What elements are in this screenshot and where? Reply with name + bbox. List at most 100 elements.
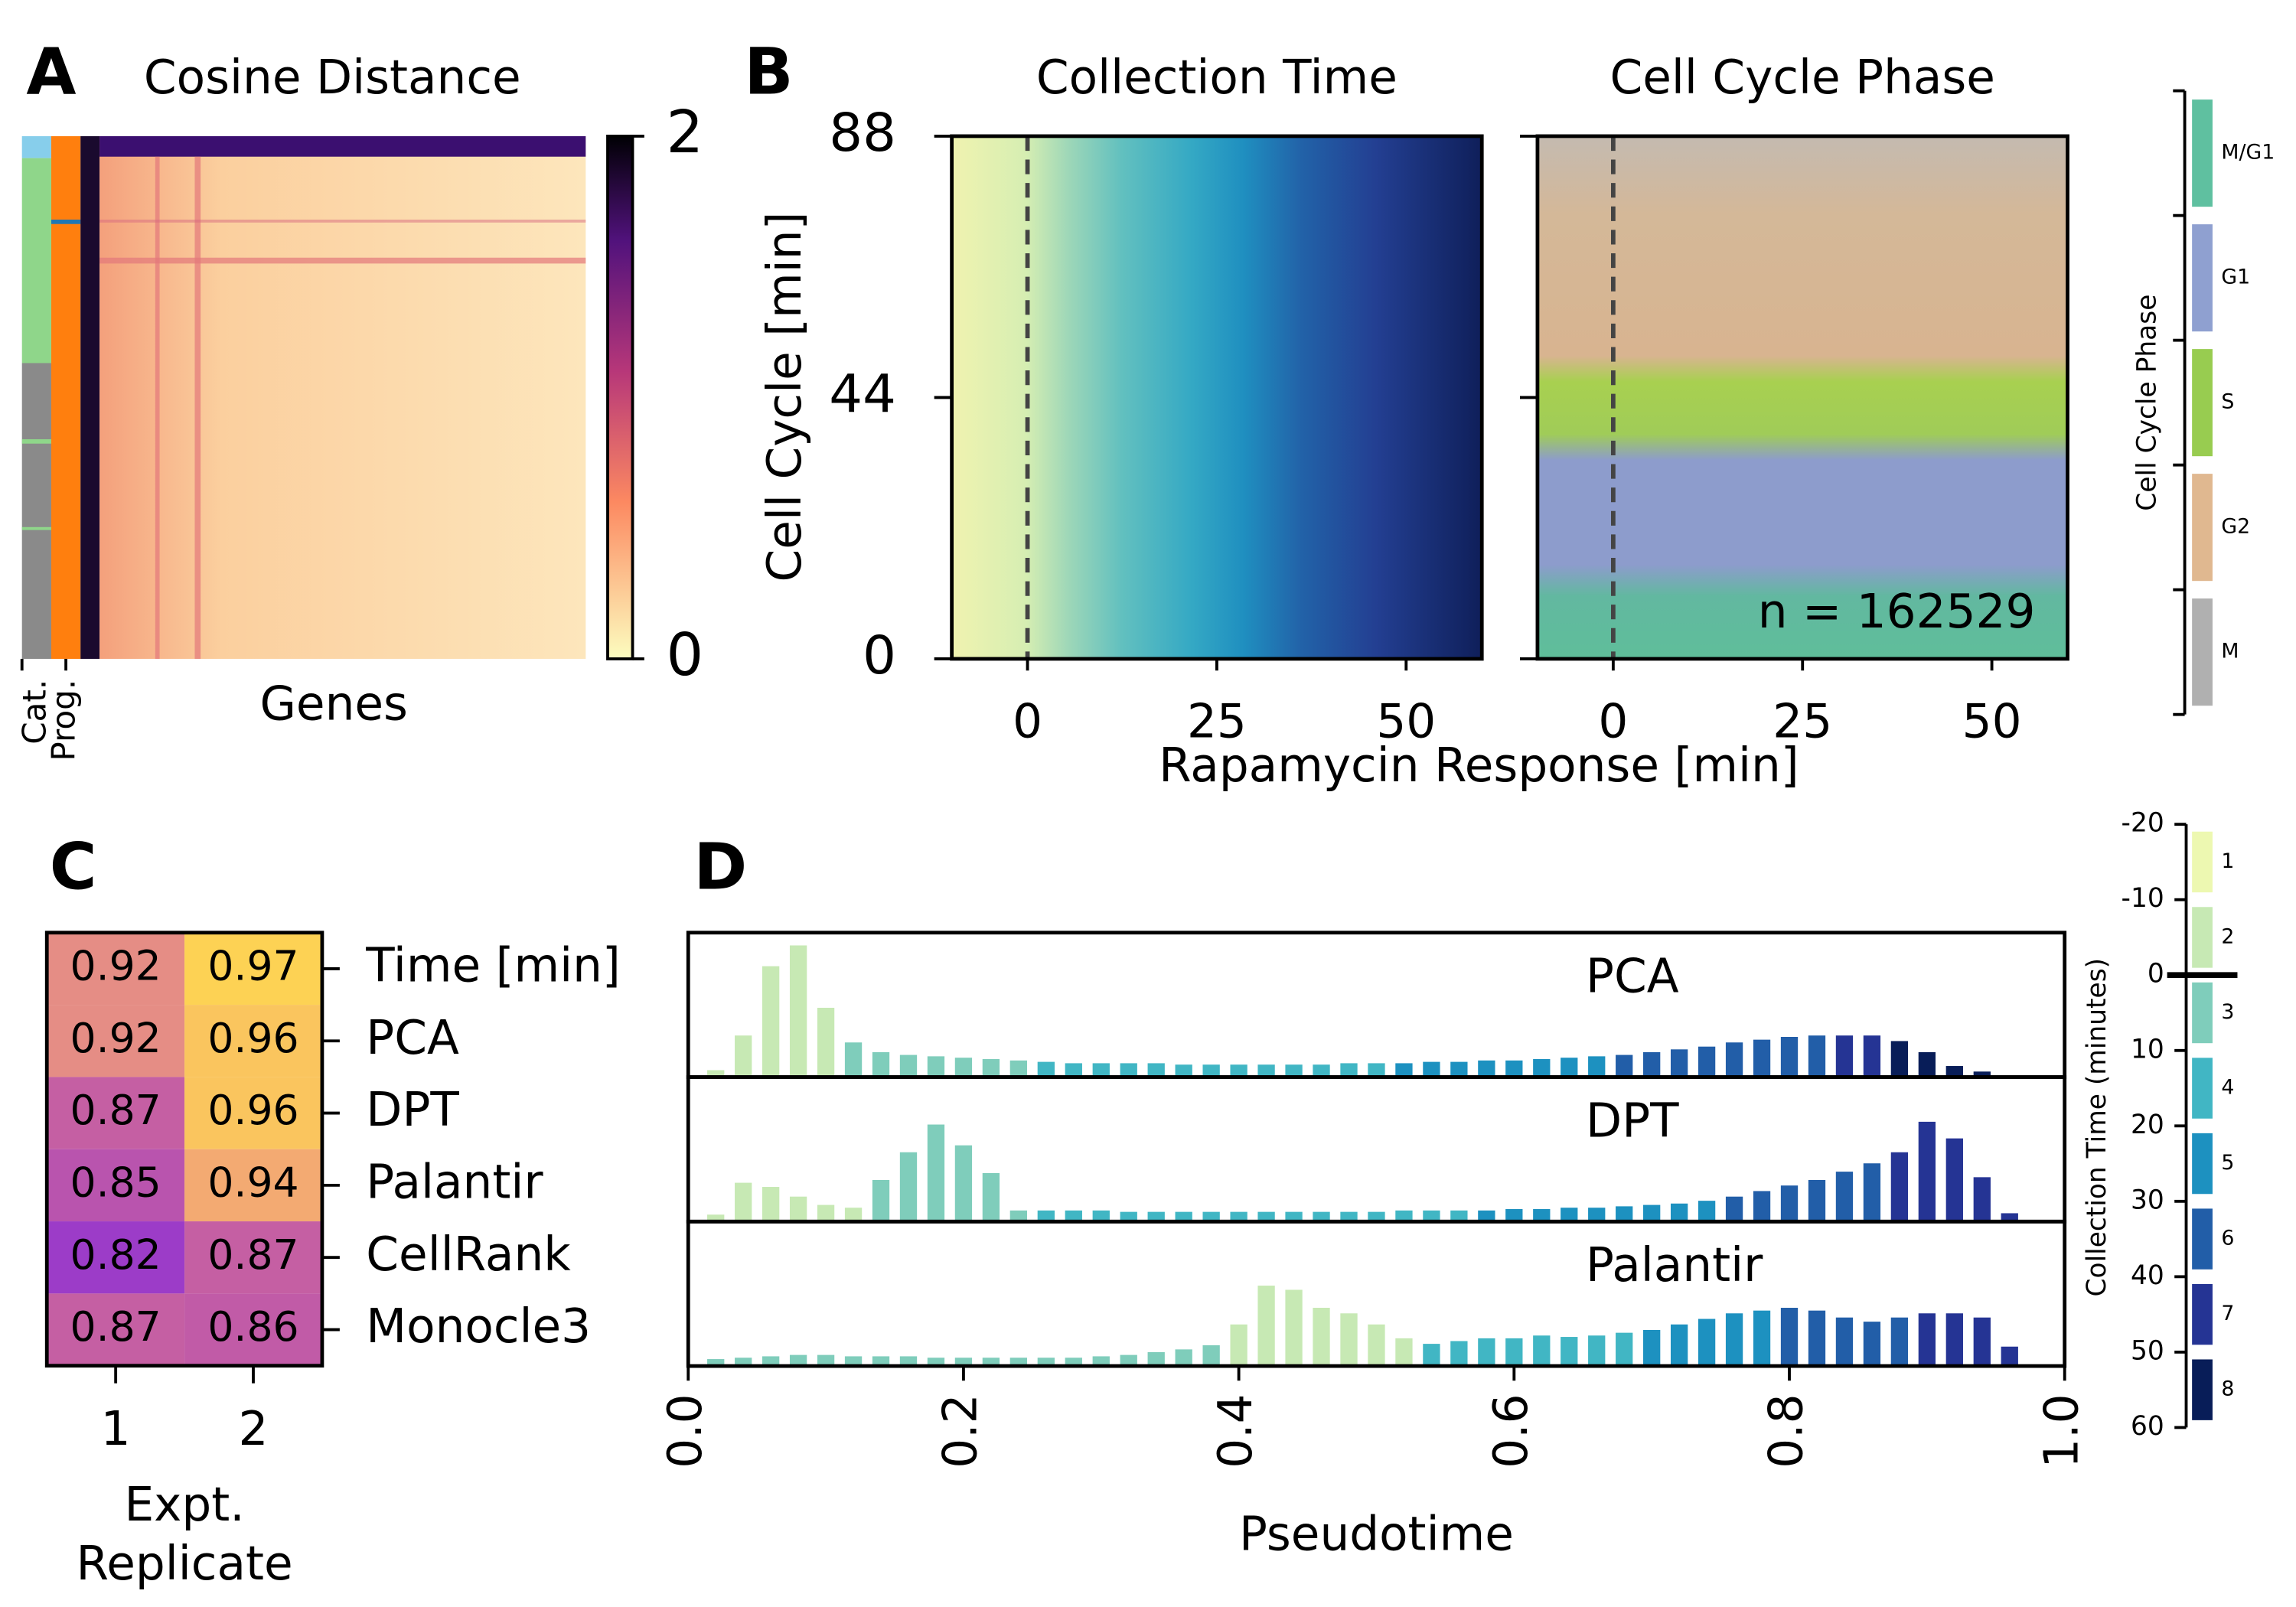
panel-letter: A (26, 34, 76, 109)
histogram-bar (1147, 1063, 1165, 1077)
histogram-bar (1368, 1063, 1385, 1077)
histogram-bar (1147, 1211, 1165, 1222)
cell-label: 0.92 (70, 942, 161, 990)
histogram-bar (1395, 1063, 1413, 1077)
x-tick-label: 0.6 (1484, 1393, 1538, 1468)
histogram-bar (2001, 1346, 2018, 1367)
legend-label: G1 (2221, 266, 2250, 289)
legend-swatch (2192, 1133, 2213, 1195)
histogram-bar (817, 1007, 835, 1077)
histogram-bar (1065, 1210, 1082, 1222)
x-tick-label: 50 (1376, 695, 1436, 749)
histogram-bar (1863, 1322, 1881, 1367)
histogram-bar (1257, 1211, 1275, 1222)
histogram-bar (707, 1214, 725, 1222)
legend-swatch (2192, 1208, 2213, 1270)
cell-label: 0.82 (70, 1231, 161, 1279)
heatmap-cell (184, 932, 322, 1006)
histogram-bar (817, 1204, 835, 1222)
histogram-bar (789, 1196, 807, 1222)
histogram-bar (1340, 1211, 1358, 1222)
histogram-bar (1670, 1203, 1688, 1222)
legend-tick-label: 0 (2148, 959, 2164, 989)
histogram-bar (1450, 1341, 1468, 1367)
histogram-bar (872, 1179, 890, 1222)
histogram-bar (1616, 1206, 1633, 1222)
histogram-bar (762, 1356, 780, 1367)
histogram-bar (1616, 1332, 1633, 1367)
histogram-bar (1120, 1211, 1137, 1222)
legend-label: 7 (2221, 1302, 2234, 1325)
histogram-bar (1973, 1317, 1991, 1367)
histogram-bar (982, 1358, 1000, 1367)
histogram-bar (927, 1124, 945, 1222)
histogram-bar (1533, 1335, 1551, 1367)
histogram-bar (1890, 1152, 1909, 1222)
histogram-bar (1835, 1035, 1854, 1077)
histogram-bar (1175, 1064, 1192, 1077)
scatter-density (951, 135, 1482, 659)
legend-tick-label: 50 (2131, 1335, 2164, 1366)
legend-swatch (2192, 831, 2213, 893)
x-tick-label: 50 (1962, 695, 2022, 749)
histogram-bar (1780, 1185, 1799, 1222)
x-axis-label: Pseudotime (1239, 1508, 1514, 1562)
histogram-bar (1863, 1163, 1881, 1222)
cell-label: 0.87 (70, 1086, 161, 1134)
histogram-bar (1202, 1064, 1220, 1077)
histogram-bar (1808, 1035, 1826, 1077)
histogram-bar (1423, 1344, 1440, 1367)
x-axis-label: Rapamycin Response [min] (1159, 738, 1799, 793)
chart-title: Cell Cycle Phase (1610, 51, 1995, 105)
histogram-bar (1450, 1061, 1468, 1077)
cell-label: 0.94 (207, 1159, 298, 1207)
histogram-bar (1120, 1354, 1137, 1367)
x-tick-label: 1.0 (2034, 1393, 2089, 1468)
histogram-bar (927, 1056, 945, 1077)
x-tick-label: 0.4 (1208, 1393, 1263, 1468)
histogram-bar (1780, 1037, 1799, 1077)
histogram-bar (1890, 1041, 1909, 1077)
histogram-bar (1835, 1317, 1854, 1367)
histogram-bar (1368, 1324, 1385, 1367)
histogram-bar (1009, 1060, 1028, 1077)
histogram-bar (1368, 1211, 1385, 1222)
x-axis-label: Genes (259, 677, 407, 732)
histogram-bar (1698, 1319, 1716, 1367)
heatmap-cell (184, 1005, 322, 1077)
heatmap-cell (47, 1149, 185, 1222)
histogram-bar (1808, 1310, 1826, 1367)
histogram-bar (1643, 1330, 1661, 1367)
row-label: DPT (366, 1083, 459, 1137)
heatmap-cell (184, 1293, 322, 1366)
y-axis-label: Cell Cycle [min] (758, 212, 812, 582)
row-label: PCA (366, 1011, 459, 1065)
legend-label: 4 (2221, 1076, 2234, 1100)
heatmap-cell (184, 1149, 322, 1222)
distance-matrix (21, 135, 586, 659)
histogram-bar (707, 1070, 725, 1077)
row-label: Monocle3 (366, 1299, 591, 1354)
histogram-bar (735, 1182, 752, 1222)
panel-label: DPT (1586, 1094, 1679, 1148)
histogram-bar (1808, 1179, 1826, 1222)
histogram-bar (1945, 1138, 1963, 1222)
cell-label: 0.96 (207, 1086, 298, 1134)
legend-swatch (2192, 349, 2213, 457)
histogram-bar (1065, 1358, 1082, 1367)
histogram-bar (1202, 1345, 1220, 1367)
histogram-bar (1780, 1308, 1799, 1367)
legend-label: S (2221, 390, 2234, 414)
histogram-bar (1285, 1289, 1303, 1367)
histogram-bar (789, 1354, 807, 1367)
histogram-bar (1313, 1308, 1330, 1367)
histogram-bar (1285, 1064, 1303, 1077)
y-tick-label: 0 (863, 625, 896, 686)
legend-tick-label: 20 (2131, 1110, 2164, 1140)
histogram-bar (899, 1054, 918, 1077)
histogram-bar (1092, 1356, 1110, 1367)
histogram-bar (1175, 1349, 1192, 1367)
histogram-bar (1037, 1210, 1055, 1222)
x-axis-label: Expt. (124, 1478, 244, 1532)
